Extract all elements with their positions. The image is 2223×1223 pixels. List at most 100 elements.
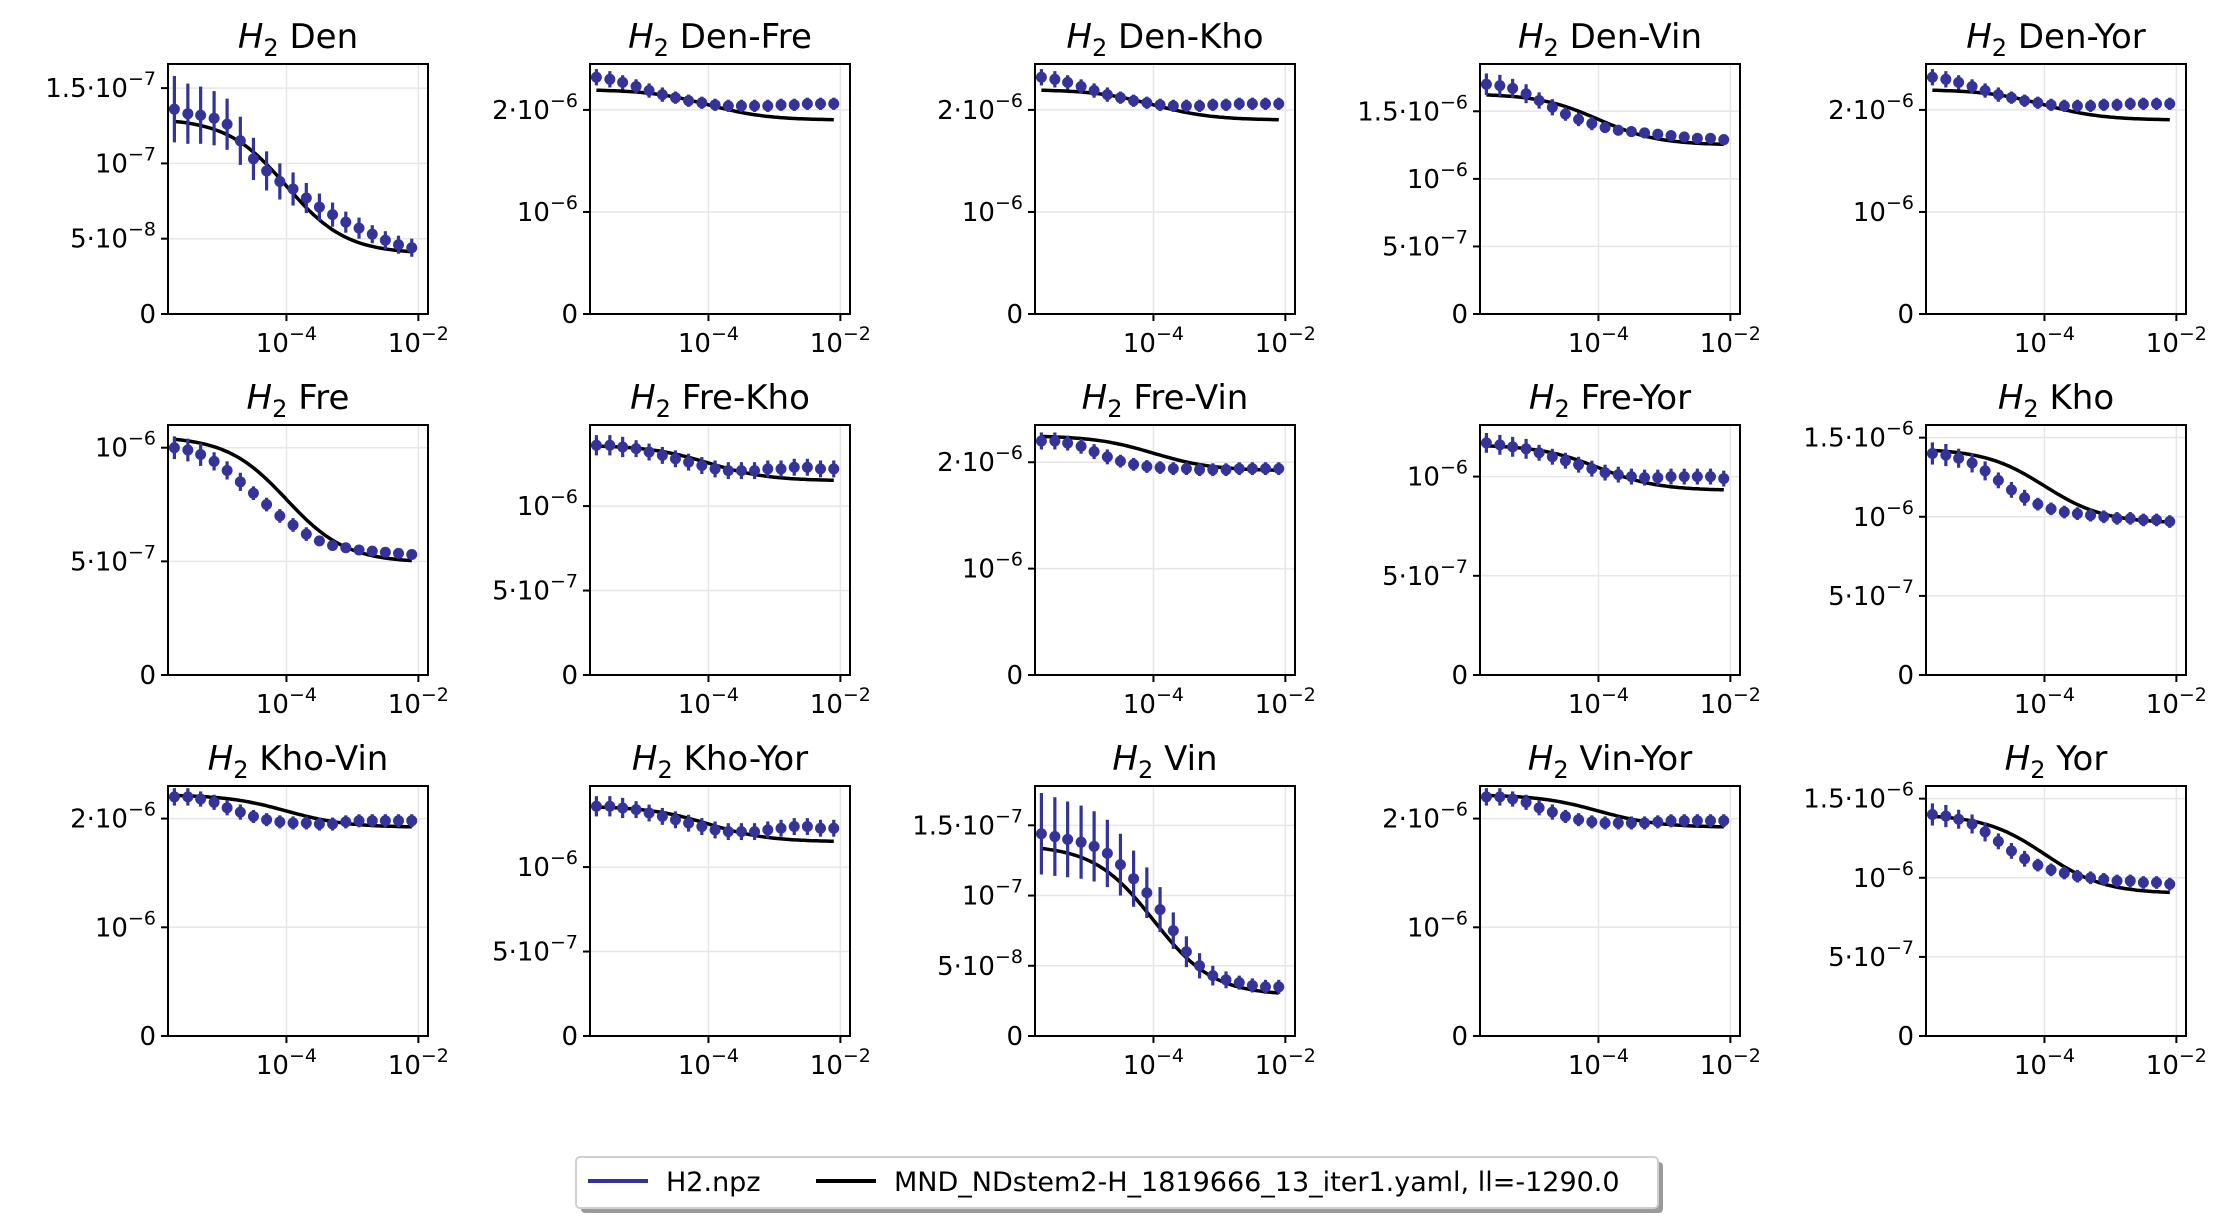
x-tick-exp: −4 (2047, 1045, 2075, 1067)
y-tick-mantissa: 0 (1006, 300, 1023, 330)
y-tick-mantissa: 5· (492, 577, 517, 607)
y-tick-label: 5·10−7 (1828, 576, 1914, 612)
y-tick-mantissa: 1.5· (1803, 424, 1853, 454)
axes-frame (1479, 424, 1741, 676)
data-point (1494, 439, 1506, 451)
data-point (2164, 878, 2176, 890)
panel-den-vin: 10−4 10−205·10−710−61.5·10−6H2 Den-Vin (1357, 17, 1761, 359)
x-tick-label: 10−2 (1255, 1045, 1316, 1081)
panel-title: H2 Vin-Yor (1528, 739, 1692, 784)
data-point (366, 228, 378, 240)
panel-title-sub: 2 (1554, 395, 1569, 423)
data-point (300, 528, 312, 540)
data-point (1705, 471, 1717, 483)
y-tick-mantissa: 0 (1451, 1022, 1468, 1052)
y-tick-base: 10 (1853, 198, 1886, 228)
panel-title-suffix: Den (279, 17, 358, 57)
y-tick-label: 0 (1006, 1022, 1023, 1052)
data-point (1992, 89, 2004, 101)
y-tick-mantissa: 0 (561, 1022, 578, 1052)
x-tick-base: 10 (2146, 329, 2179, 359)
y-tick-label: 10−7 (962, 876, 1023, 912)
x-tick-label: 10−4 (678, 323, 739, 359)
data-point (604, 439, 616, 451)
data-point (2151, 514, 2163, 526)
x-tick-exp: −4 (1156, 1045, 1184, 1067)
data-point (366, 815, 378, 827)
data-point (366, 545, 378, 557)
panel-title-prefix: H (208, 739, 234, 779)
y-tick-mantissa: 0 (1897, 1022, 1914, 1052)
panel-title: H2 Den (238, 17, 358, 62)
data-point (1220, 974, 1232, 986)
panel-title-suffix: Vin (1153, 739, 1217, 779)
data-point (234, 476, 246, 488)
data-point (1691, 815, 1703, 827)
x-tick-base: 10 (2014, 690, 2047, 720)
panel-title-prefix: H (238, 17, 264, 57)
data-point (379, 234, 391, 246)
y-tick-base: 10 (1853, 503, 1886, 533)
y-tick-label: 0 (139, 300, 156, 330)
data-point (630, 80, 642, 92)
data-point (1141, 460, 1153, 472)
data-point (2019, 492, 2031, 504)
y-tick-mantissa: 5· (1828, 943, 1853, 973)
data-point (1665, 130, 1677, 142)
data-point (168, 791, 180, 803)
data-point (406, 815, 418, 827)
x-tick-label: 10−2 (1255, 323, 1316, 359)
data-point (2005, 484, 2017, 496)
y-tick-label: 5·10−7 (492, 932, 578, 968)
x-tick-base: 10 (1700, 1051, 1733, 1081)
data-point (1141, 887, 1153, 899)
panel-title: H2 Yor (2005, 739, 2108, 784)
y-tick-label: 5·10−8 (70, 219, 156, 255)
x-tick-exp: −2 (2179, 1045, 2207, 1067)
data-point (327, 818, 339, 830)
data-point (1639, 817, 1651, 829)
data-point (168, 103, 180, 115)
data-point (709, 99, 721, 111)
data-point (2071, 508, 2083, 520)
data-point (2124, 512, 2136, 524)
data-point (656, 89, 668, 101)
data-point (313, 818, 325, 830)
data-point (393, 547, 405, 559)
x-tick-base: 10 (1123, 1051, 1156, 1081)
y-tick-label: 10−6 (1853, 858, 1914, 894)
x-tick-label: 10−2 (810, 1045, 871, 1081)
data-point (2045, 99, 2057, 111)
y-tick-base: 10 (1407, 463, 1440, 493)
data-point (1207, 464, 1219, 476)
data-point (788, 461, 800, 473)
y-tick-label: 0 (139, 661, 156, 691)
data-point (1612, 817, 1624, 829)
data-point (2005, 845, 2017, 857)
y-tick-base: 10 (1407, 165, 1440, 195)
data-point (1049, 831, 1061, 843)
data-point (1520, 88, 1532, 100)
data-point (1926, 71, 1938, 83)
data-point (1639, 127, 1651, 139)
data-point (828, 822, 840, 834)
data-point (1035, 71, 1047, 83)
y-tick-mantissa: 5· (1828, 582, 1853, 612)
panel-title-prefix: H (1528, 739, 1554, 779)
data-point (1075, 836, 1087, 848)
panel-title-prefix: H (1082, 378, 1108, 418)
data-point (801, 98, 813, 110)
data-point (247, 810, 259, 822)
x-tick-label: 10−2 (1700, 1045, 1761, 1081)
data-point (788, 99, 800, 111)
x-tick-exp: −2 (1733, 1045, 1761, 1067)
y-tick-label: 0 (561, 1022, 578, 1052)
data-point (2058, 506, 2070, 518)
axes-frame (1479, 785, 1741, 1037)
y-tick-base: 10 (517, 96, 550, 126)
x-tick-label: 10−2 (388, 323, 449, 359)
panel-title-sub: 2 (1138, 756, 1153, 784)
legend-label-data: H2.npz (666, 1167, 761, 1198)
axes-frame (1925, 785, 2187, 1037)
